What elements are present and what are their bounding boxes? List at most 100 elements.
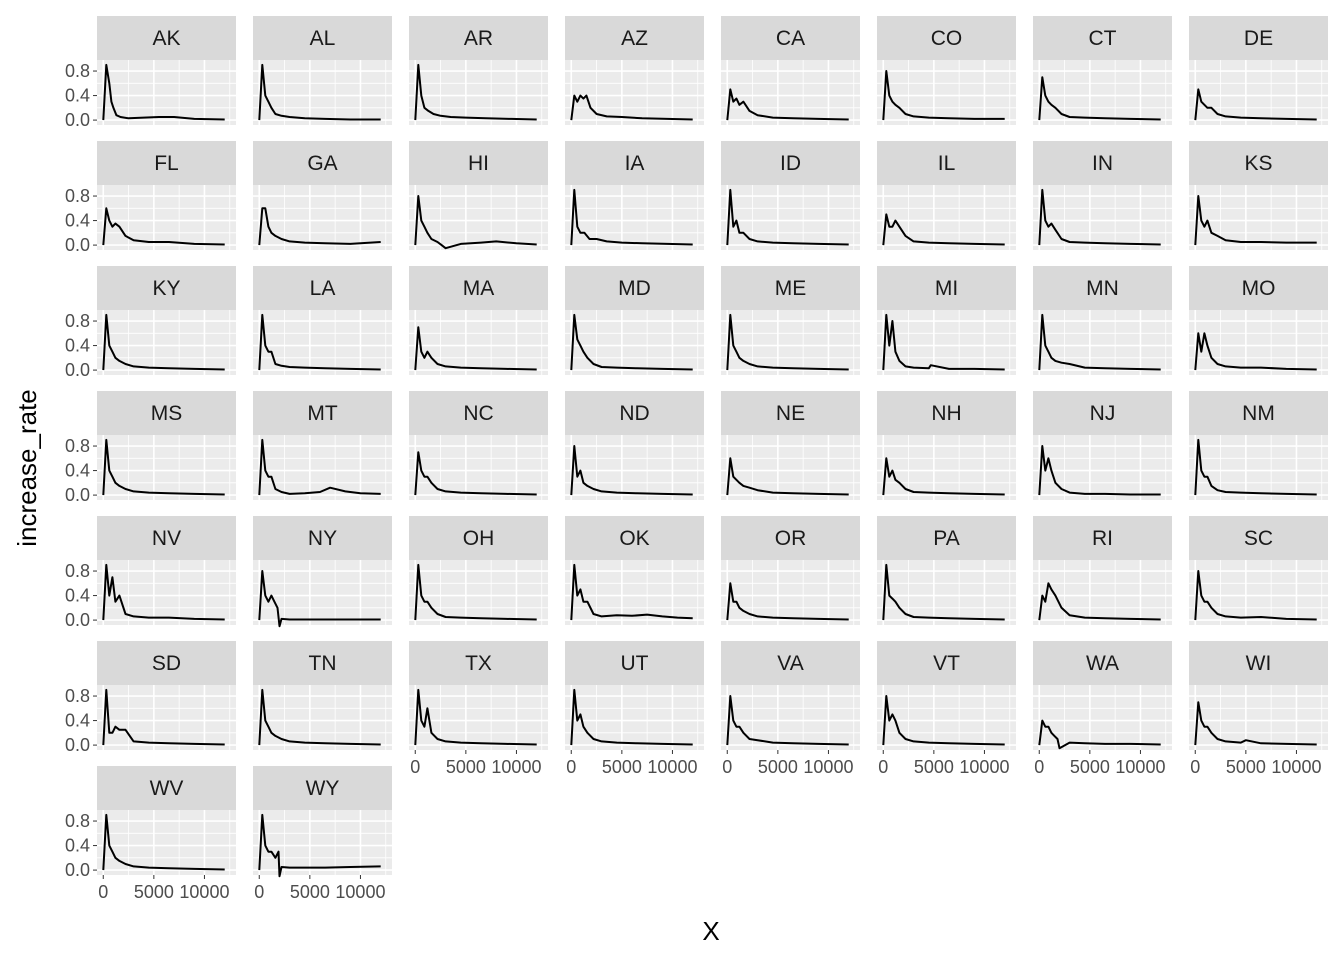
y-tick-label: 0.0: [65, 485, 90, 505]
series-line-oh: [414, 563, 537, 621]
facet-mt: MT: [253, 391, 392, 500]
panel-tn: [253, 685, 392, 750]
facet-il: IL: [877, 141, 1016, 250]
x-tick-label: 10000: [1271, 757, 1321, 777]
strip-label-in: IN: [1092, 152, 1113, 175]
x-tick-label: 0: [566, 757, 576, 777]
facet-hi: HI: [409, 141, 548, 250]
panel-nh: [877, 435, 1016, 500]
strip-label-ma: MA: [463, 277, 495, 300]
facet-ks: KS: [1189, 141, 1328, 250]
x-axis-title: X: [702, 916, 719, 946]
facet-pa: PA: [877, 516, 1016, 625]
facet-ia: IA: [565, 141, 704, 250]
panel-nc: [409, 435, 548, 500]
strip-label-wv: WV: [150, 777, 184, 800]
strip-nd: [565, 391, 704, 435]
strip-nc: [409, 391, 548, 435]
y-tick-label: 0.8: [65, 436, 90, 456]
series-line-tx: [414, 688, 537, 746]
x-tick-label: 0: [254, 882, 264, 902]
strip-ne: [721, 391, 860, 435]
facet-ms: MS 0.0 0.4 0.8: [65, 391, 236, 505]
facet-nv: NV 0.0 0.4 0.8: [65, 516, 236, 630]
strip-label-mt: MT: [307, 402, 337, 425]
panel-id: [721, 185, 860, 250]
panel-mn: [1033, 310, 1172, 375]
strip-ca: [721, 16, 860, 60]
strip-label-co: CO: [931, 27, 963, 50]
facet-ca: CA: [721, 16, 860, 125]
strip-la: [253, 266, 392, 310]
panel-ky: [97, 310, 236, 375]
series-line-al: [258, 63, 381, 121]
facet-de: DE: [1189, 16, 1328, 125]
x-tick-label: 5000: [1226, 757, 1266, 777]
panel-wy: [253, 810, 392, 875]
strip-label-wy: WY: [306, 777, 340, 800]
facet-panels: AK 0.0 0.4 0.8 AL AR AZ CA CO CT DE FL 0.0 0.4 0.8 GA HI…: [65, 16, 1328, 902]
strip-ct: [1033, 16, 1172, 60]
strip-label-ks: KS: [1244, 152, 1272, 175]
series-line-hi: [414, 195, 537, 250]
strip-pa: [877, 516, 1016, 560]
y-tick-label: 0.8: [65, 186, 90, 206]
y-tick-label: 0.4: [65, 461, 90, 481]
series-line-ks: [1194, 195, 1317, 246]
panel-md: [565, 310, 704, 375]
y-tick-label: 0.4: [65, 711, 90, 731]
facet-tn: TN: [253, 641, 392, 750]
facet-ak: AK 0.0 0.4 0.8: [65, 16, 236, 130]
x-tick-label: 0: [1034, 757, 1044, 777]
strip-hi: [409, 141, 548, 185]
strip-label-vt: VT: [933, 652, 960, 675]
strip-vt: [877, 641, 1016, 685]
panel-al: [253, 60, 392, 125]
strip-va: [721, 641, 860, 685]
y-tick-label: 0.8: [65, 61, 90, 81]
y-tick-label: 0.4: [65, 586, 90, 606]
facet-az: AZ: [565, 16, 704, 125]
series-line-ky: [102, 313, 225, 371]
series-line-ok: [570, 563, 693, 621]
series-line-ar: [414, 63, 537, 121]
strip-label-nm: NM: [1242, 402, 1275, 425]
series-line-ny: [258, 570, 381, 628]
facet-mn: MN: [1033, 266, 1172, 375]
x-tick-label: 5000: [602, 757, 642, 777]
y-tick-label: 0.4: [65, 336, 90, 356]
x-tick-label: 10000: [491, 757, 541, 777]
strip-label-ut: UT: [621, 652, 649, 675]
panel-or: [721, 560, 860, 625]
x-tick-label: 10000: [959, 757, 1009, 777]
y-tick-label: 0.4: [65, 211, 90, 231]
panel-ut: [565, 685, 704, 750]
series-line-ak: [102, 63, 225, 121]
y-tick-label: 0.4: [65, 836, 90, 856]
x-tick-label: 10000: [647, 757, 697, 777]
facet-nd: ND: [565, 391, 704, 500]
facet-al: AL: [253, 16, 392, 125]
strip-label-ok: OK: [619, 527, 649, 550]
panel-mi: [877, 310, 1016, 375]
panel-va: [721, 685, 860, 750]
strip-label-ri: RI: [1092, 527, 1113, 550]
panel-ny: [253, 560, 392, 625]
panel-sd: [97, 685, 236, 750]
panel-mo: [1189, 310, 1328, 375]
strip-mi: [877, 266, 1016, 310]
series-line-mn: [1038, 313, 1161, 371]
strip-label-ar: AR: [464, 27, 493, 50]
panel-ia: [565, 185, 704, 250]
strip-nj: [1033, 391, 1172, 435]
strip-wv: [97, 766, 236, 810]
panel-il: [877, 185, 1016, 250]
x-tick-label: 5000: [290, 882, 330, 902]
series-line-mt: [258, 438, 381, 496]
facet-ky: KY 0.0 0.4 0.8: [65, 266, 236, 380]
series-line-vt: [882, 695, 1005, 746]
x-tick-label: 10000: [335, 882, 385, 902]
y-axis-title: increase_rate: [12, 389, 42, 547]
strip-ny: [253, 516, 392, 560]
strip-label-al: AL: [310, 27, 336, 50]
